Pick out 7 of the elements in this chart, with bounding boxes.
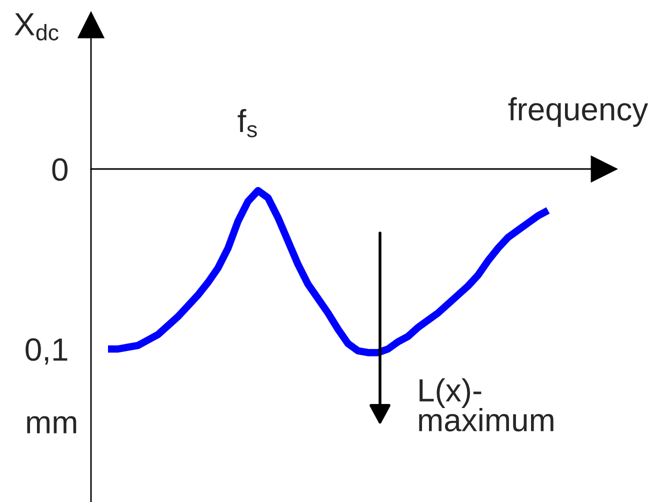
y-tick-label: 0 bbox=[52, 158, 68, 181]
annotation: f$_{s}$ bbox=[238, 108, 257, 138]
x-axis-title: frequency bbox=[508, 97, 648, 127]
annotation: L(x)- maximum bbox=[419, 378, 554, 432]
y-axis-title: X$_{dc}$ bbox=[14, 13, 58, 40]
y-tick-label: 0,1 bbox=[26, 338, 68, 365]
text: mm bbox=[27, 416, 76, 434]
